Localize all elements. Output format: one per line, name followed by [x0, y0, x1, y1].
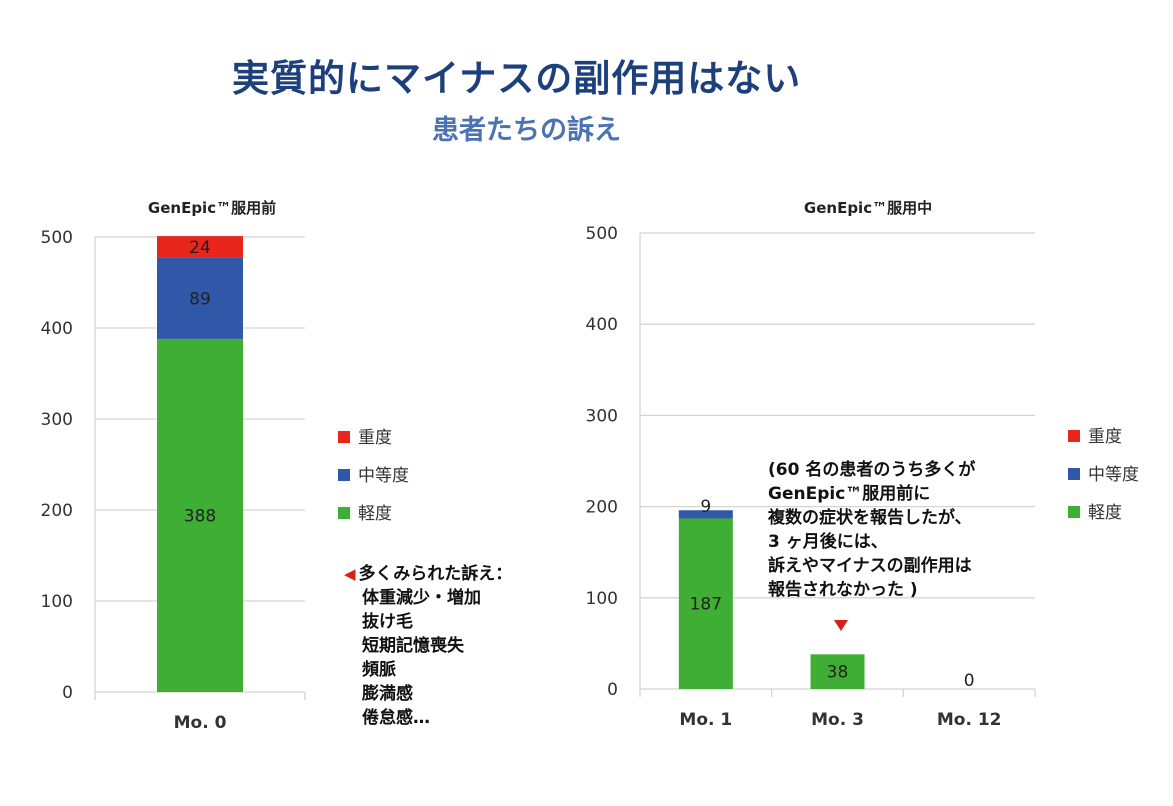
legend-swatch — [1068, 506, 1080, 518]
bar-segment — [810, 654, 865, 689]
legend-label: 軽度 — [358, 504, 392, 524]
data-label: 187 — [690, 595, 722, 615]
legend-label: 中等度 — [358, 466, 409, 486]
complaint-item: 短期記憶喪失 — [362, 636, 464, 656]
bar-segment — [678, 510, 733, 519]
legend-swatch — [1068, 468, 1080, 480]
complaint-item: 頻脈 — [362, 660, 396, 680]
legend-swatch — [338, 469, 350, 481]
complaint-item: 体重減少・増加 — [362, 588, 481, 608]
common-complaints-note: ◀ 多くみられた訴え： 体重減少・増加 抜け毛 短期記憶喪失 頻脈 膨満感 倦怠感… — [344, 562, 512, 730]
y-tick-label: 100 — [586, 589, 618, 609]
legend-swatch — [338, 431, 350, 443]
legend-label: 重度 — [1088, 427, 1122, 447]
legend-swatch — [1068, 430, 1080, 442]
data-label: 38 — [827, 663, 849, 683]
result-note-line: (60 名の患者のうち多くが — [768, 460, 976, 480]
legend-swatch — [338, 507, 350, 519]
common-complaints-heading: ◀ 多くみられた訴え： — [344, 562, 512, 586]
bar-segment — [157, 236, 243, 258]
y-tick-label: 500 — [586, 224, 618, 244]
result-note-line: 3 ヶ月後には、 — [768, 532, 888, 552]
y-tick-label: 0 — [62, 683, 73, 703]
result-note: (60 名の患者のうち多くが GenEpic™服用前に 複数の症状を報告したが、… — [768, 458, 1068, 602]
x-tick-label: Mo. 1 — [679, 710, 732, 730]
y-tick-label: 400 — [41, 319, 73, 339]
y-tick-label: 200 — [586, 498, 618, 518]
y-tick-label: 200 — [41, 501, 73, 521]
data-label: 0 — [964, 671, 975, 691]
complaint-item: 膨満感 — [362, 684, 413, 704]
result-note-line: 報告されなかった ) — [768, 580, 918, 600]
data-label: 9 — [700, 497, 711, 517]
y-tick-label: 100 — [41, 592, 73, 612]
bar-segment — [678, 518, 733, 689]
y-tick-label: 300 — [41, 410, 73, 430]
legend-label: 重度 — [358, 428, 392, 448]
y-tick-label: 400 — [586, 315, 618, 335]
data-label: 24 — [189, 238, 211, 258]
y-tick-label: 0 — [607, 680, 618, 700]
x-tick-label: Mo. 12 — [937, 710, 1002, 730]
y-tick-label: 300 — [586, 406, 618, 426]
pointer-left-icon: ◀ — [344, 565, 356, 583]
result-note-line: GenEpic™服用前に — [768, 484, 931, 504]
data-label: 89 — [189, 289, 211, 309]
x-tick-label: Mo. 3 — [811, 710, 864, 730]
chart-title: GenEpic™服用前 — [148, 199, 276, 217]
legend-label: 軽度 — [1088, 503, 1122, 523]
data-label: 388 — [184, 506, 216, 526]
page-subtitle: 患者たちの訴え — [432, 115, 621, 146]
complaint-item: 倦怠感… — [362, 708, 430, 728]
bar-segment — [157, 338, 243, 692]
result-note-line: 複数の症状を報告したが、 — [768, 508, 972, 528]
bar-segment — [157, 257, 243, 339]
result-note-line: 訴えやマイナスの副作用は — [768, 556, 972, 576]
complaints-list: 体重減少・増加 抜け毛 短期記憶喪失 頻脈 膨満感 倦怠感… — [344, 586, 512, 730]
chart-title: GenEpic™服用中 — [804, 199, 932, 217]
pointer-down-icon — [834, 620, 848, 631]
page-title: 実質的にマイナスの副作用はない — [232, 57, 802, 100]
y-tick-label: 500 — [41, 228, 73, 248]
complaint-item: 抜け毛 — [362, 612, 413, 632]
complaints-heading-text: 多くみられた訴え： — [358, 564, 513, 584]
x-tick-label: Mo. 0 — [174, 713, 227, 733]
legend-label: 中等度 — [1088, 465, 1139, 485]
